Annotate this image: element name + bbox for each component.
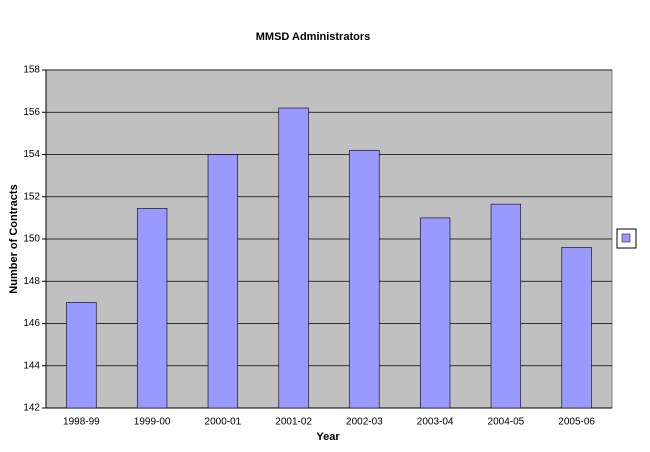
y-tick-label: 148 — [23, 276, 40, 287]
bar — [419, 217, 451, 409]
chart-title: MMSD Administrators — [256, 31, 371, 43]
x-tick-label: 2004-05 — [488, 417, 525, 428]
y-tick-label: 158 — [23, 65, 40, 76]
legend-swatch — [621, 233, 631, 243]
x-tick-label: 1999-00 — [134, 417, 171, 428]
y-tick-label: 144 — [23, 360, 40, 371]
x-axis-label: Year — [316, 431, 340, 443]
bar — [349, 149, 380, 409]
x-tick-label: 2005-06 — [558, 417, 595, 428]
x-tick-label: 2001-02 — [275, 417, 312, 428]
bar — [136, 208, 168, 409]
x-tick-label: 2000-01 — [205, 417, 242, 428]
y-tick-label: 154 — [23, 149, 40, 160]
bar — [561, 247, 592, 409]
x-tick-label: 2002-03 — [346, 417, 383, 428]
bar — [490, 203, 522, 409]
y-axis-label: Number of Contracts — [8, 184, 20, 293]
bar — [278, 107, 309, 409]
y-tick-label: 150 — [23, 234, 40, 245]
x-tick-label: 1998-99 — [63, 417, 100, 428]
x-tick-label: 2003-04 — [417, 417, 454, 428]
y-tick-label: 146 — [23, 318, 40, 329]
bar — [207, 154, 239, 409]
y-tick-label: 156 — [23, 107, 40, 118]
bar — [66, 302, 97, 409]
y-tick-label: 152 — [23, 191, 40, 202]
y-tick-label: 142 — [23, 403, 40, 414]
